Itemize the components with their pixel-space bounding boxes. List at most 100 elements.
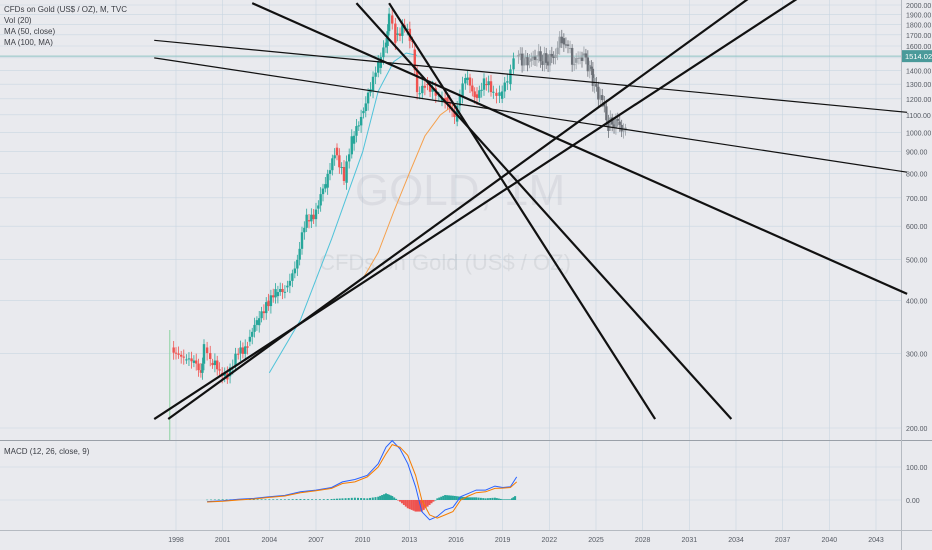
price-candle-body	[185, 359, 188, 361]
macd-histogram-bar	[491, 497, 494, 500]
macd-histogram-bar	[420, 500, 423, 512]
price-candle-body	[464, 78, 467, 84]
macd-histogram-bar	[311, 499, 314, 500]
projected-candle-body	[599, 95, 602, 100]
price-candle-body	[406, 28, 409, 30]
macd-histogram-bar	[268, 499, 271, 500]
price-candle-body	[489, 81, 493, 93]
price-candle-body	[237, 353, 240, 355]
macd-histogram-bar	[416, 500, 419, 512]
macd-histogram-bar	[388, 494, 391, 500]
price-candle-body	[366, 92, 370, 104]
price-candle-body	[338, 155, 341, 168]
projected-candle-body	[614, 118, 618, 128]
macd-histogram-bar	[430, 500, 433, 504]
projected-candle-body	[582, 53, 586, 56]
macd-histogram-bar	[514, 496, 517, 500]
projected-candle-body	[586, 57, 590, 72]
time-axis-tick-label: 2028	[635, 537, 651, 544]
price-candle-body	[177, 353, 180, 355]
price-candle-body	[291, 273, 294, 281]
macd-histogram-bar	[256, 499, 259, 500]
macd-histogram-bar	[381, 495, 384, 500]
macd-histogram-bar	[295, 499, 298, 500]
projected-candle-body	[605, 106, 608, 121]
price-candle-body	[440, 98, 444, 102]
projected-candle-body	[601, 95, 604, 101]
projected-candle-body	[576, 57, 580, 59]
projected-candle-body	[548, 53, 552, 66]
macd-histogram-bar	[499, 498, 502, 500]
projected-candle-body	[520, 53, 524, 66]
price-candle-body	[401, 25, 404, 36]
price-candle-body	[350, 136, 353, 155]
macd-histogram-bar	[360, 498, 363, 500]
price-candle-body	[216, 360, 219, 370]
macd-histogram-bar	[344, 498, 347, 500]
price-candle-body	[362, 111, 365, 114]
projected-candle-body	[556, 47, 559, 55]
price-candle-body	[314, 209, 318, 220]
time-axis-tick-label: 2016	[448, 537, 464, 544]
ma50-indicator-label[interactable]: MA (50, close)	[4, 27, 56, 36]
time-axis-tick-label: 2031	[682, 537, 698, 544]
projected-candle-body	[591, 68, 595, 86]
price-candle-body	[283, 291, 287, 293]
last-price-badge	[902, 50, 932, 63]
macd-histogram-bar	[512, 497, 515, 500]
macd-histogram-bar	[428, 500, 431, 505]
ma100-indicator-label[interactable]: MA (100, MA)	[4, 38, 53, 47]
macd-histogram-bar	[457, 496, 460, 500]
projected-candle-body	[517, 54, 520, 57]
price-axis-tick-label: 400.00	[906, 299, 928, 306]
price-axis-tick-label: 200.00	[906, 426, 928, 433]
macd-histogram-bar	[386, 494, 389, 500]
macd-title[interactable]: MACD (12, 26, close, 9)	[4, 447, 90, 456]
projected-candle-body	[620, 124, 623, 132]
macd-histogram-bar	[397, 500, 400, 501]
price-candle-body	[179, 354, 183, 357]
macd-histogram-bar	[341, 498, 344, 500]
macd-histogram-bar	[424, 500, 427, 509]
macd-histogram-bar	[410, 500, 413, 510]
macd-histogram-bar	[353, 497, 356, 500]
macd-histogram-bar	[399, 500, 401, 502]
macd-histogram-bar	[503, 499, 506, 500]
macd-histogram-bar	[426, 500, 429, 507]
price-candle-body	[333, 155, 336, 159]
volume-indicator-label[interactable]: Vol (20)	[4, 16, 32, 25]
price-candle-body	[248, 336, 252, 342]
price-candle-body	[345, 161, 348, 183]
macd-histogram-bar	[501, 499, 504, 500]
macd-histogram-bar	[395, 498, 398, 500]
price-axis-tick-label: 1100.00	[906, 113, 931, 120]
price-candle-body	[446, 97, 449, 103]
price-candle-body	[288, 280, 292, 286]
projected-candle-body	[531, 56, 535, 59]
price-candle-body	[241, 347, 245, 354]
price-candle-body	[201, 363, 204, 373]
macd-histogram-bar	[315, 499, 317, 500]
price-candle-body	[495, 92, 498, 96]
macd-histogram-bar	[272, 499, 275, 500]
time-axis-tick-label: 2010	[355, 537, 371, 544]
chart-title[interactable]: CFDs on Gold (US$ / OZ), M, TVC	[4, 5, 127, 14]
price-candle-body	[500, 91, 504, 99]
macd-histogram-bar	[333, 498, 336, 500]
macd-axis-tick-label: 100.00	[906, 465, 928, 472]
macd-histogram-bar	[318, 499, 321, 500]
price-candle-body	[197, 363, 200, 371]
macd-histogram-bar	[391, 496, 394, 500]
chart-legend: CFDs on Gold (US$ / OZ), M, TVC Vol (20)…	[4, 4, 127, 48]
projected-candle-body	[584, 53, 588, 58]
price-axis-tick-label: 1300.00	[906, 82, 931, 89]
projected-candle-body	[590, 66, 593, 69]
projected-candle-body	[574, 58, 578, 63]
price-candle-body	[415, 69, 419, 93]
macd-histogram-bar	[449, 495, 452, 500]
macd-histogram-bar	[299, 499, 302, 500]
macd-histogram-bar	[422, 500, 425, 510]
macd-histogram-bar	[252, 499, 255, 500]
price-candle-body	[239, 347, 242, 354]
price-candle-body	[190, 358, 193, 362]
